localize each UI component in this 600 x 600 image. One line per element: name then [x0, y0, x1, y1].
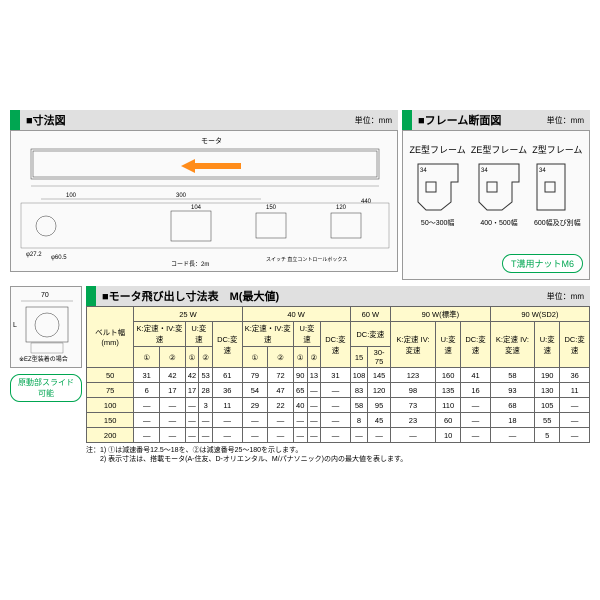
- table-row: 100———311292240——589573110—68105—: [87, 398, 590, 413]
- motor-unit: 単位：mm: [547, 291, 584, 302]
- svg-text:スイッチ 直立コントロールボックス: スイッチ 直立コントロールボックス: [266, 256, 347, 263]
- notes: 注：1) ①は減速番号12.5〜18を、②は減速番号25〜180を示します。 2…: [86, 446, 590, 464]
- frame-profile-3: Z型フレーム 34 600幅及び別幅: [532, 143, 582, 228]
- dimensions-unit: 単位：mm: [355, 115, 392, 126]
- note-1: 注：1) ①は減速番号12.5〜18を、②は減速番号25〜180を示します。: [86, 446, 590, 455]
- motor-label: モータ: [201, 136, 222, 145]
- svg-text:104: 104: [191, 205, 202, 211]
- svg-text:34: 34: [539, 168, 546, 174]
- svg-text:φ60.5: φ60.5: [51, 255, 67, 261]
- dimensions-title: ■寸法図: [26, 112, 66, 128]
- dimensions-diagram: モータ 100 300 104 150 120 440 φ60.5 φ27.2 …: [10, 130, 398, 272]
- svg-text:※EZ型装着の場合: ※EZ型装着の場合: [19, 355, 68, 363]
- svg-text:100: 100: [66, 193, 77, 199]
- direction-arrow-icon: [181, 159, 241, 173]
- table-row: 75617172836544765——8312098135169313011: [87, 383, 590, 398]
- svg-text:120: 120: [336, 205, 347, 211]
- dimensions-header: ■寸法図 単位：mm: [10, 110, 398, 130]
- svg-text:φ27.2: φ27.2: [26, 252, 42, 258]
- frame-profile-2: ZE型フレーム 34 400・500幅: [471, 143, 527, 228]
- side-view-diagram: 70 L ※EZ型装着の場合: [10, 286, 82, 368]
- svg-text:L: L: [13, 322, 17, 329]
- table-row: 5031424253617972901331108145123160415819…: [87, 368, 590, 383]
- t-nut-badge: T溝用ナットM6: [502, 254, 583, 273]
- svg-text:440: 440: [361, 199, 372, 205]
- svg-text:70: 70: [41, 292, 49, 299]
- note-2: 2) 表示寸法は、搭載モータ(A-住友、D-オリエンタル、M/パナソニック)の内…: [86, 455, 590, 464]
- frame-unit: 単位：mm: [547, 115, 584, 126]
- frame-title: ■フレーム断面図: [418, 112, 501, 128]
- table-row: 200—————————————10——5—: [87, 428, 590, 443]
- svg-text:34: 34: [481, 168, 488, 174]
- frame-profile-icon: 34: [416, 162, 460, 212]
- frame-profile-icon: 34: [477, 162, 521, 212]
- table-row: 150——————————8452360—1855—: [87, 413, 590, 428]
- frame-profile-1: ZE型フレーム 34 50〜300幅: [410, 143, 466, 228]
- svg-text:34: 34: [420, 168, 427, 174]
- svg-text:150: 150: [266, 205, 277, 211]
- belt-header: ベルト幅 (mm): [87, 307, 134, 368]
- frame-diagram: ZE型フレーム 34 50〜300幅 ZE型フレーム 34 400・500幅 Z…: [402, 130, 590, 280]
- frame-header: ■フレーム断面図 単位：mm: [402, 110, 590, 130]
- frame-profile-icon: 34: [535, 162, 579, 212]
- motor-header: ■モータ飛び出し寸法表 M(最大値) 単位：mm: [86, 286, 590, 306]
- slide-badge: 原動部スライド可能: [10, 374, 82, 402]
- motor-table: ベルト幅 (mm) 25 W 40 W 60 W 90 W(標準) 90 W(S…: [86, 306, 590, 443]
- svg-text:300: 300: [176, 193, 187, 199]
- motor-title: ■モータ飛び出し寸法表 M(最大値): [102, 288, 279, 304]
- svg-text:コード長：2m: コード長：2m: [171, 261, 209, 268]
